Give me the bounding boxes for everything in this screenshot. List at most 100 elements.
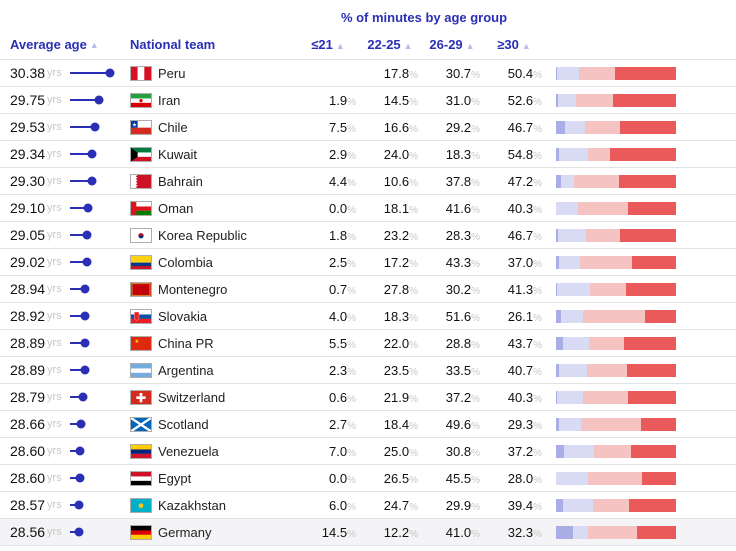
- avg-age-value: 29.30: [10, 173, 45, 189]
- svg-text:★: ★: [134, 338, 139, 344]
- pct-cell: 2.7%: [300, 417, 362, 432]
- team-name: Egypt: [158, 471, 191, 486]
- pct-cell: 37.0%: [486, 255, 548, 270]
- age-lollipop: [70, 498, 120, 512]
- pct-cell: 7.0%: [300, 444, 362, 459]
- rows-container: 30.38yrsPeru17.8%30.7%50.4%29.75yrsIran1…: [0, 60, 736, 546]
- header-national-team[interactable]: National team: [130, 37, 300, 52]
- avg-age-value: 29.34: [10, 146, 45, 162]
- table-row: 29.02yrsColombia2.5%17.2%43.3%37.0%: [0, 249, 736, 276]
- table-row: 29.53yrs★Chile7.5%16.6%29.2%46.7%: [0, 114, 736, 141]
- yrs-unit: yrs: [47, 67, 62, 79]
- team-name: Montenegro: [158, 282, 227, 297]
- avg-age-value: 28.60: [10, 443, 45, 459]
- pct-cell: 29.9%: [424, 498, 486, 513]
- yrs-unit: yrs: [47, 310, 62, 322]
- age-distribution-bar: [548, 499, 678, 512]
- pct-cell: 4.4%: [300, 174, 362, 189]
- pct-cell: 54.8%: [486, 147, 548, 162]
- yrs-unit: yrs: [47, 175, 62, 187]
- sort-arrow-icon: ▲: [336, 41, 345, 51]
- age-distribution-bar: [548, 94, 678, 107]
- pct-cell: 41.3%: [486, 282, 548, 297]
- pct-cell: 52.6%: [486, 93, 548, 108]
- pct-cell: 17.2%: [362, 255, 424, 270]
- flag-icon: [130, 363, 152, 378]
- age-distribution-bar: [548, 175, 678, 188]
- age-lollipop: [70, 66, 120, 80]
- yrs-unit: yrs: [47, 121, 62, 133]
- avg-age-value: 28.79: [10, 389, 45, 405]
- team-name: China PR: [158, 336, 214, 351]
- pct-cell: 2.9%: [300, 147, 362, 162]
- table-row: 28.60yrsEgypt0.0%26.5%45.5%28.0%: [0, 465, 736, 492]
- pct-cell: 30.2%: [424, 282, 486, 297]
- age-lollipop: [70, 309, 120, 323]
- pct-cell: 28.0%: [486, 471, 548, 486]
- pct-cell: 43.7%: [486, 336, 548, 351]
- pct-cell: 46.7%: [486, 228, 548, 243]
- age-lollipop: [70, 390, 120, 404]
- table-row: 28.57yrsKazakhstan6.0%24.7%29.9%39.4%: [0, 492, 736, 519]
- avg-age-value: 29.05: [10, 227, 45, 243]
- pct-cell: 39.4%: [486, 498, 548, 513]
- age-distribution-bar: [548, 202, 678, 215]
- team-name: Colombia: [158, 255, 213, 270]
- pct-cell: 33.5%: [424, 363, 486, 378]
- yrs-unit: yrs: [47, 364, 62, 376]
- yrs-unit: yrs: [47, 256, 62, 268]
- age-distribution-bar: [548, 121, 678, 134]
- yrs-unit: yrs: [47, 418, 62, 430]
- header-bucket-21[interactable]: ≤21▲: [300, 37, 362, 52]
- header-bucket-26-29[interactable]: 26-29▲: [424, 37, 486, 52]
- flag-icon: [130, 282, 152, 297]
- pct-cell: 37.2%: [486, 444, 548, 459]
- table-row: 29.30yrsBahrain4.4%10.6%37.8%47.2%: [0, 168, 736, 195]
- table-row: 29.10yrsOman0.0%18.1%41.6%40.3%: [0, 195, 736, 222]
- age-lollipop: [70, 444, 120, 458]
- age-lollipop: [70, 93, 120, 107]
- pct-cell: 2.5%: [300, 255, 362, 270]
- table-row: 28.60yrsVenezuela7.0%25.0%30.8%37.2%: [0, 438, 736, 465]
- table-row: 28.56yrsGermany14.5%12.2%41.0%32.3%: [0, 519, 736, 546]
- flag-icon: [130, 255, 152, 270]
- flag-icon: [130, 444, 152, 459]
- yrs-unit: yrs: [47, 526, 62, 538]
- age-distribution-bar: [548, 283, 678, 296]
- header-bucket-22-25[interactable]: 22-25▲: [362, 37, 424, 52]
- table-row: 28.89yrs★China PR5.5%22.0%28.8%43.7%: [0, 330, 736, 357]
- age-lollipop: [70, 120, 120, 134]
- age-distribution-bar: [548, 391, 678, 404]
- pct-cell: 10.6%: [362, 174, 424, 189]
- flag-icon: [130, 147, 152, 162]
- yrs-unit: yrs: [47, 445, 62, 457]
- age-distribution-bar: [548, 418, 678, 431]
- pct-cell: 0.0%: [300, 471, 362, 486]
- team-name: Slovakia: [158, 309, 207, 324]
- table-row: 28.79yrsSwitzerland0.6%21.9%37.2%40.3%: [0, 384, 736, 411]
- team-name: Bahrain: [158, 174, 203, 189]
- pct-cell: 5.5%: [300, 336, 362, 351]
- table-row: 28.66yrsScotland2.7%18.4%49.6%29.3%: [0, 411, 736, 438]
- sort-arrow-icon: ▲: [90, 40, 99, 50]
- pct-cell: 24.0%: [362, 147, 424, 162]
- table-row: 28.89yrsArgentina2.3%23.5%33.5%40.7%: [0, 357, 736, 384]
- age-distribution-bar: [548, 472, 678, 485]
- team-name: Venezuela: [158, 444, 219, 459]
- yrs-unit: yrs: [47, 499, 62, 511]
- pct-cell: 50.4%: [486, 66, 548, 81]
- yrs-unit: yrs: [47, 391, 62, 403]
- age-lollipop: [70, 525, 120, 539]
- pct-cell: 24.7%: [362, 498, 424, 513]
- pct-cell: 37.2%: [424, 390, 486, 405]
- header-bucket-30[interactable]: ≥30▲: [486, 37, 548, 52]
- pct-cell: 14.5%: [300, 525, 362, 540]
- pct-cell: 37.8%: [424, 174, 486, 189]
- table-row: 29.05yrsKorea Republic1.8%23.2%28.3%46.7…: [0, 222, 736, 249]
- pct-cell: 2.3%: [300, 363, 362, 378]
- flag-icon: [130, 93, 152, 108]
- flag-icon: ★: [130, 336, 152, 351]
- sort-arrow-icon: ▲: [466, 41, 475, 51]
- header-average-age[interactable]: Average age▲: [0, 37, 130, 52]
- avg-age-value: 28.89: [10, 362, 45, 378]
